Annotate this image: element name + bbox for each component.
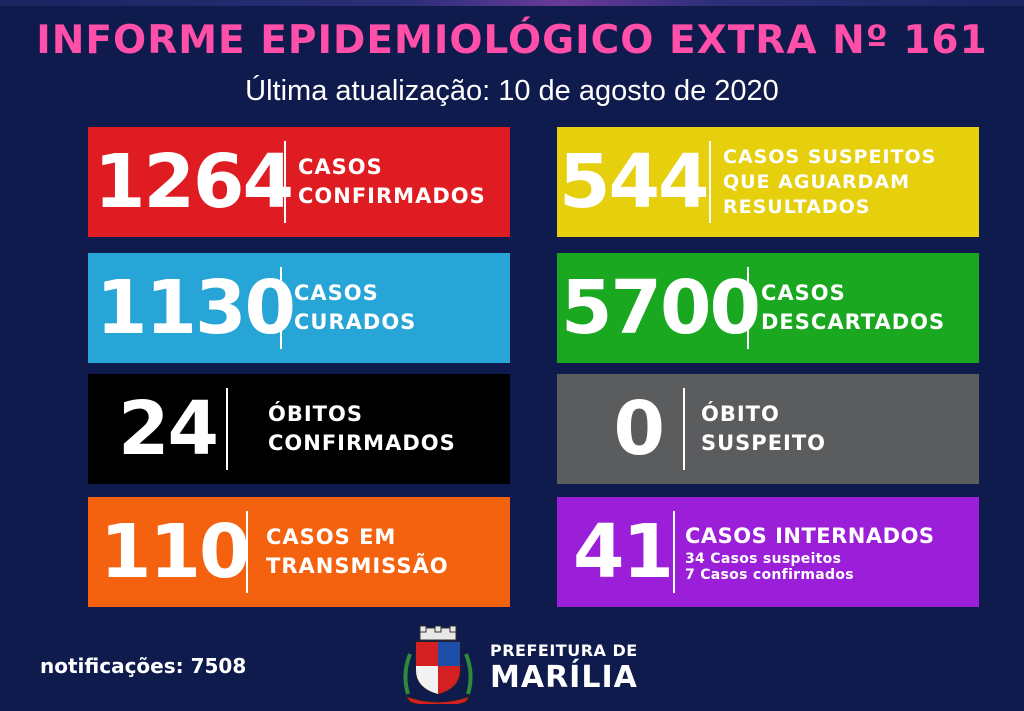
top-decorative-strip [0,0,1024,6]
divider [246,511,248,593]
page-title: INFORME EPIDEMIOLÓGICO EXTRA Nº 161 [36,18,988,63]
transmission-cases-label: CASOS EM TRANSMISSÃO [266,525,449,578]
confirmed-deaths-value: 24 [118,386,219,472]
card-suspected-death: 0 ÓBITO SUSPEITO [557,374,979,484]
card-hospitalized-cases: 41 CASOS INTERNADOS 34 Casos suspeitos 7… [557,497,979,607]
divider [226,388,228,470]
discarded-cases-value: 5700 [561,265,761,351]
cured-cases-value: 1130 [96,265,296,351]
divider [284,141,286,223]
divider [673,511,675,593]
hospitalized-confirmed-note: 7 Casos confirmados [685,566,854,583]
confirmed-deaths-label: ÓBITOS CONFIRMADOS [268,402,456,455]
discarded-cases-label: CASOS DESCARTADOS [761,281,946,334]
marilia-label: MARÍLIA [490,660,638,695]
confirmed-cases-label: CASOS CONFIRMADOS [298,155,486,208]
prefeitura-label: PREFEITURA DE [490,641,638,660]
hospitalized-cases-value: 41 [573,509,674,595]
card-discarded-cases: 5700 CASOS DESCARTADOS [557,253,979,363]
card-confirmed-cases: 1264 CASOS CONFIRMADOS [88,127,510,237]
divider [280,267,282,349]
suspected-death-value: 0 [613,386,666,472]
marilia-coat-of-arms-logo [403,625,473,704]
confirmed-cases-value: 1264 [94,139,294,225]
hospitalized-suspected-note: 34 Casos suspeitos [685,550,842,567]
divider [709,141,711,223]
card-cured-cases: 1130 CASOS CURADOS [88,253,510,363]
divider [683,388,685,470]
suspected-awaiting-label: CASOS SUSPEITOS QUE AGUARDAM RESULTADOS [723,145,937,218]
card-confirmed-deaths: 24 ÓBITOS CONFIRMADOS [88,374,510,484]
card-transmission-cases: 110 CASOS EM TRANSMISSÃO [88,497,510,607]
notifications-count: notificações: 7508 [40,654,247,678]
transmission-cases-value: 110 [100,509,250,595]
cured-cases-label: CASOS CURADOS [294,281,417,334]
divider [747,267,749,349]
suspected-death-label: ÓBITO SUSPEITO [701,402,827,455]
card-suspected-awaiting: 544 CASOS SUSPEITOS QUE AGUARDAM RESULTA… [557,127,979,237]
hospitalized-cases-label: CASOS INTERNADOS 34 Casos suspeitos 7 Ca… [685,523,935,583]
suspected-awaiting-value: 544 [559,139,709,225]
last-update-subtitle: Última atualização: 10 de agosto de 2020 [245,75,779,107]
